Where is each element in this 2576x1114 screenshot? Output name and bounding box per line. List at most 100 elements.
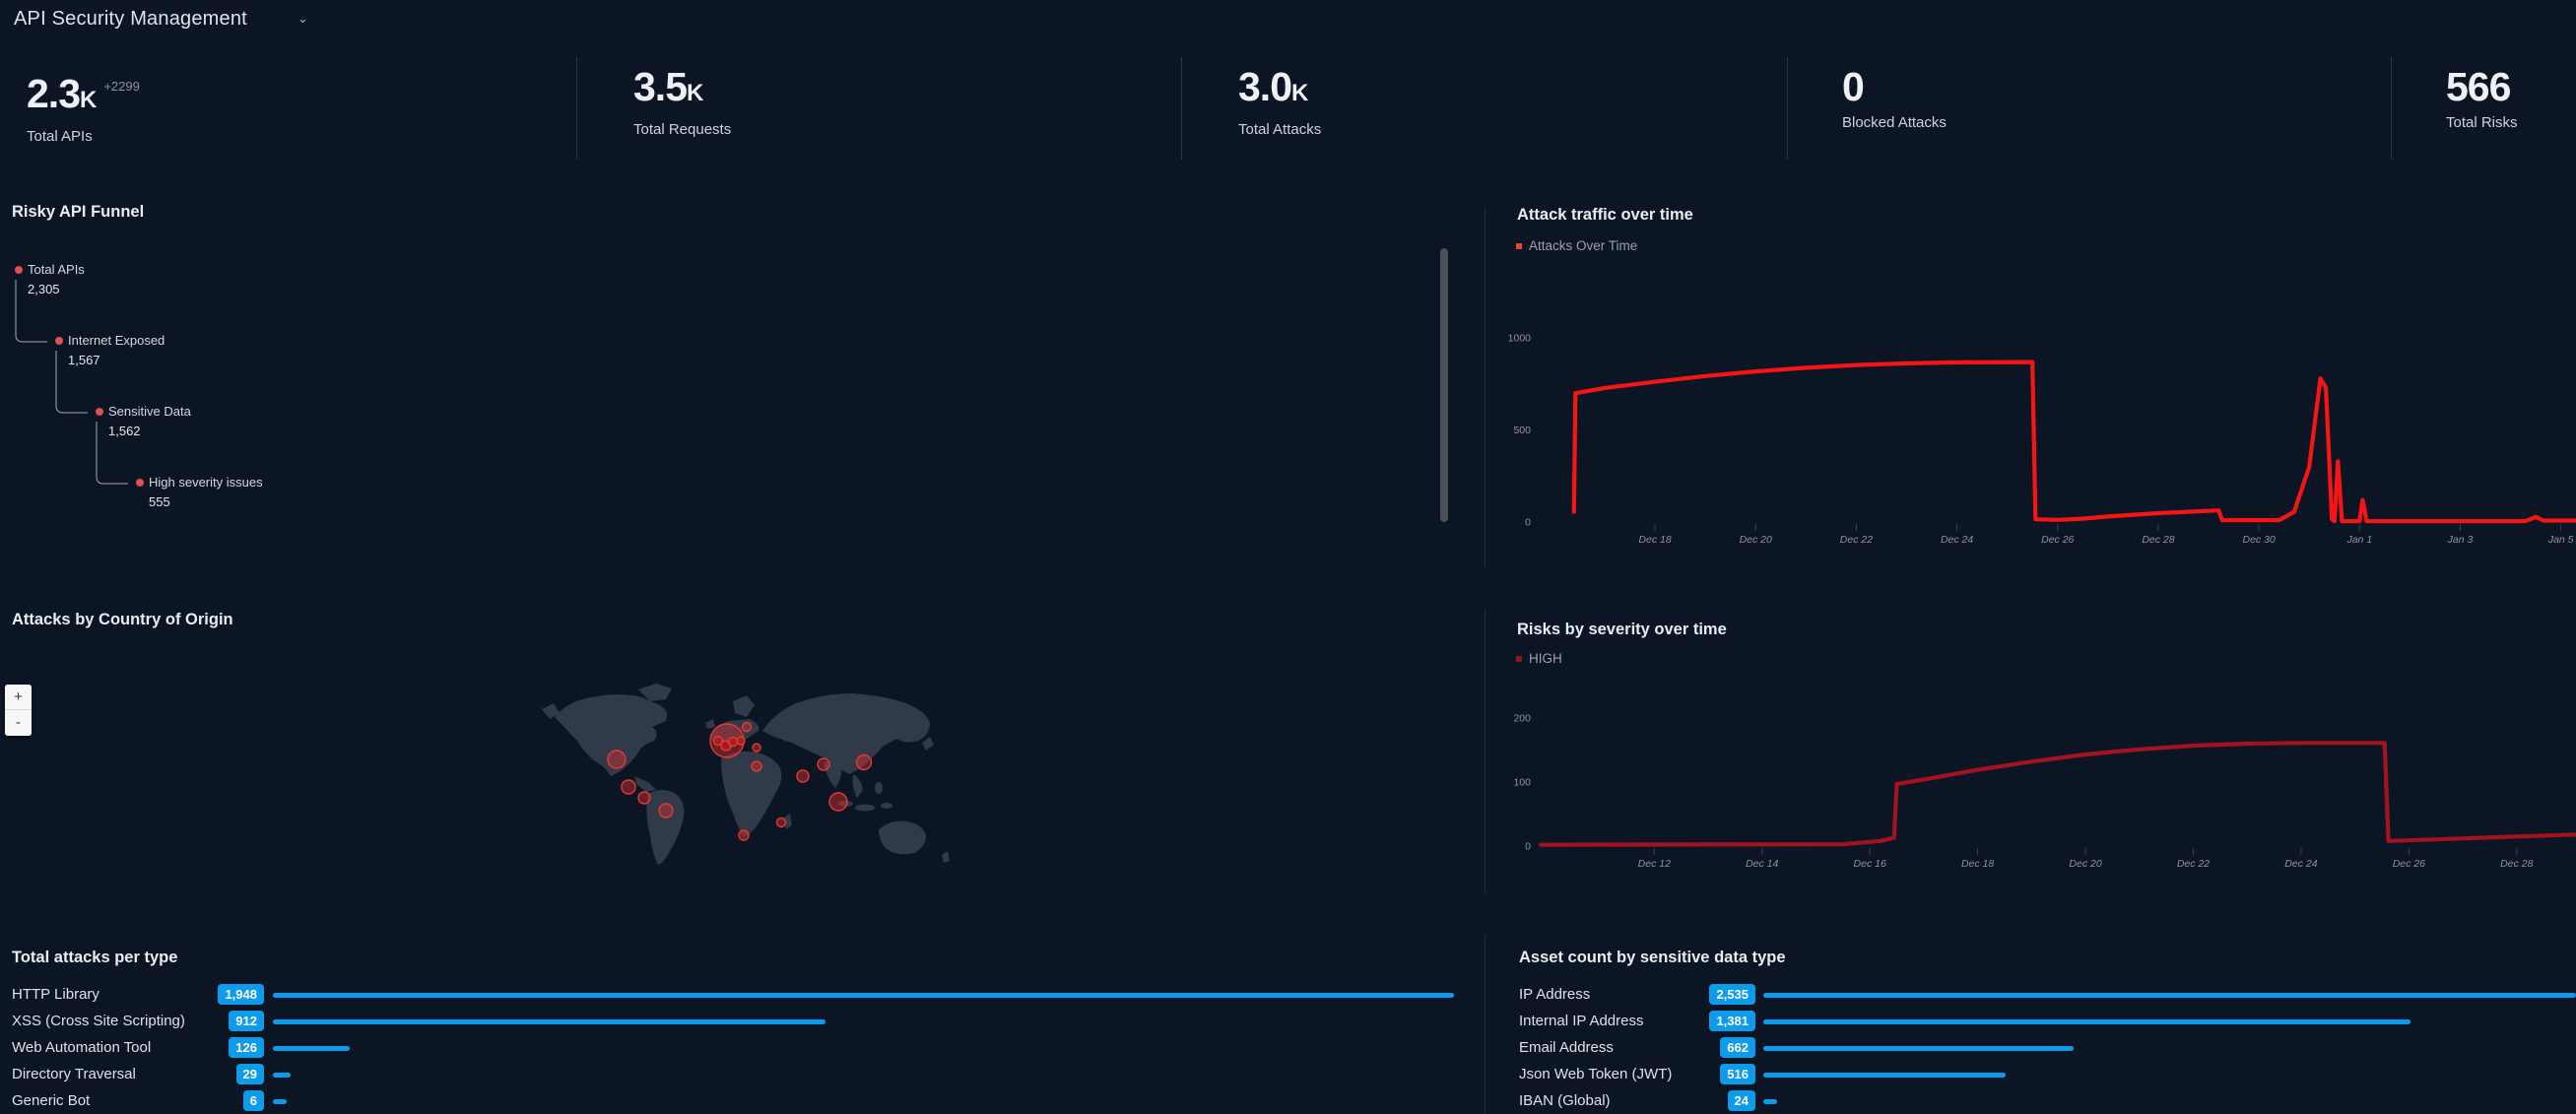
- risks-severity-title: Risks by severity over time: [1517, 621, 1727, 638]
- svg-text:200: 200: [1513, 713, 1531, 725]
- kpi-divider: [1787, 57, 1788, 160]
- kpi-value: 0: [1842, 64, 1865, 109]
- kpi-total-attacks: 3.0K Total Attacks: [1238, 67, 1322, 139]
- attack-traffic-title: Attack traffic over time: [1517, 206, 1693, 224]
- legend-square-icon: [1516, 655, 1522, 662]
- bar-category-label: IP Address: [1519, 986, 1591, 1003]
- bar: [273, 1046, 350, 1051]
- svg-text:Dec 12: Dec 12: [1638, 858, 1671, 870]
- bar-value-badge: 662: [1720, 1037, 1755, 1058]
- map-zoom-out-button[interactable]: -: [5, 710, 32, 736]
- legend-square-icon: [1516, 242, 1522, 249]
- funnel-step-total-apis: Total APIs 2,305: [15, 262, 85, 296]
- kpi-label: Total Requests: [633, 121, 732, 138]
- panel-divider: [1485, 207, 1486, 568]
- world-map[interactable]: [540, 680, 985, 875]
- bar-category-label: Internal IP Address: [1519, 1013, 1644, 1029]
- bar-value-badge: 2,535: [1709, 984, 1755, 1005]
- kpi-delta: +2299: [103, 79, 140, 94]
- bar-value-badge: 24: [1727, 1090, 1755, 1111]
- kpi-value: 2.3K+2299: [27, 71, 140, 116]
- svg-text:Dec 20: Dec 20: [1740, 534, 1772, 546]
- kpi-total-requests: 3.5K Total Requests: [633, 67, 732, 139]
- svg-text:Dec 26: Dec 26: [2041, 534, 2074, 546]
- bar-category-label: HTTP Library: [12, 986, 99, 1003]
- bar-row: HTTP Library 1,948: [0, 984, 1485, 1006]
- bar-value-badge: 126: [229, 1037, 264, 1058]
- funnel-step-value: 555: [149, 494, 170, 509]
- kpi-label: Total APIs: [27, 128, 93, 145]
- bar-row: Email Address 662: [0, 1037, 2576, 1059]
- svg-text:Dec 28: Dec 28: [2500, 858, 2533, 870]
- funnel-scrollbar[interactable]: [1440, 248, 1448, 522]
- svg-text:Dec 30: Dec 30: [2242, 534, 2275, 546]
- attacks-per-type-title: Total attacks per type: [12, 949, 178, 966]
- chevron-down-icon[interactable]: ⌄: [297, 11, 308, 26]
- kpi-label: Blocked Attacks: [1842, 114, 1947, 131]
- bar-category-label: Directory Traversal: [12, 1066, 136, 1082]
- funnel-step-label: High severity issues: [149, 475, 263, 490]
- panel-divider: [1485, 609, 1486, 893]
- svg-text:Dec 18: Dec 18: [1961, 858, 1994, 870]
- attack-traffic-legend[interactable]: Attacks Over Time: [1516, 238, 1637, 253]
- bar: [273, 1099, 287, 1104]
- risks-severity-chart: 0 100 200 Dec 12 Dec 14 Dec 16 Dec 18 Dec 20 Dec…: [1513, 713, 2576, 870]
- map-zoom-control: + -: [5, 685, 32, 736]
- svg-text:0: 0: [1525, 841, 1531, 853]
- bar-category-label: Web Automation Tool: [12, 1039, 152, 1056]
- svg-text:Dec 18: Dec 18: [1638, 534, 1671, 546]
- bar: [1763, 1046, 2074, 1051]
- kpi-divider: [1181, 57, 1182, 160]
- kpi-divider: [576, 57, 577, 160]
- svg-text:Dec 16: Dec 16: [1854, 858, 1886, 870]
- svg-text:Jan 1: Jan 1: [2345, 534, 2372, 546]
- bar-category-label: Email Address: [1519, 1039, 1614, 1056]
- bar-value-badge: 1,381: [1709, 1011, 1755, 1031]
- funnel-step-label: Sensitive Data: [108, 404, 191, 419]
- svg-text:Dec 26: Dec 26: [2393, 858, 2425, 870]
- bar-row: IBAN (Global) 24: [0, 1090, 2576, 1112]
- kpi-label: Total Attacks: [1238, 121, 1322, 138]
- svg-text:Dec 20: Dec 20: [2069, 858, 2101, 870]
- svg-text:Dec 28: Dec 28: [2142, 534, 2174, 546]
- map-zoom-in-button[interactable]: +: [5, 685, 32, 710]
- bar-value-badge: 912: [229, 1011, 264, 1031]
- bar: [273, 1073, 291, 1078]
- bar-row: Directory Traversal 29: [0, 1064, 1485, 1085]
- svg-text:Dec 22: Dec 22: [1840, 534, 1873, 546]
- legend-label: HIGH: [1529, 651, 1562, 666]
- svg-text:Dec 14: Dec 14: [1746, 858, 1778, 870]
- bar-category-label: IBAN (Global): [1519, 1092, 1611, 1109]
- bar-row: XSS (Cross Site Scripting) 912: [0, 1011, 1485, 1032]
- svg-text:Jan 3: Jan 3: [2447, 534, 2474, 546]
- asset-count-title: Asset count by sensitive data type: [1519, 949, 1786, 966]
- funnel-step-value: 1,567: [68, 353, 100, 367]
- bar-row: Generic Bot 6: [0, 1090, 1485, 1112]
- funnel-step-internet-exposed: Internet Exposed 1,567: [55, 333, 165, 367]
- kpi-value: 566: [2446, 64, 2511, 109]
- kpi-total-apis: 2.3K+2299 Total APIs: [27, 67, 140, 146]
- map-title: Attacks by Country of Origin: [12, 611, 233, 628]
- risks-severity-legend[interactable]: HIGH: [1516, 651, 1562, 666]
- legend-label: Attacks Over Time: [1529, 238, 1638, 253]
- bar-row: Json Web Token (JWT) 516: [0, 1064, 2576, 1085]
- bar-value-badge: 29: [235, 1064, 264, 1084]
- bar: [1763, 1099, 1777, 1104]
- funnel-step-label: Internet Exposed: [68, 333, 165, 348]
- funnel-dot-icon: [15, 266, 23, 274]
- bar-value-badge: 1,948: [218, 984, 264, 1005]
- svg-text:Dec 22: Dec 22: [2177, 858, 2210, 870]
- svg-text:1000: 1000: [1508, 333, 1532, 345]
- bar: [1763, 993, 2576, 998]
- kpi-divider: [2391, 57, 2392, 160]
- funnel-step-high-severity: High severity issues 555: [136, 475, 263, 509]
- bar-value-badge: 516: [1720, 1064, 1755, 1084]
- funnel-title: Risky API Funnel: [12, 203, 145, 221]
- page-title: API Security Management: [14, 8, 247, 30]
- bar: [273, 1019, 826, 1024]
- panel-divider: [1485, 934, 1486, 1114]
- svg-text:0: 0: [1525, 517, 1531, 529]
- bar-row: Internal IP Address 1,381: [0, 1011, 2576, 1032]
- bar-category-label: XSS (Cross Site Scripting): [12, 1013, 185, 1029]
